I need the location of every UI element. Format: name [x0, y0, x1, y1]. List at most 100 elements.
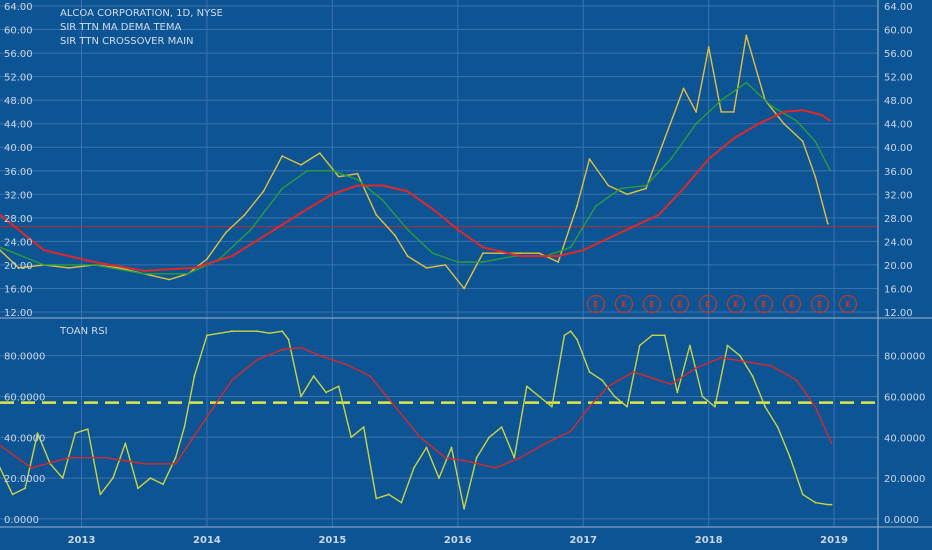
price-line-point [425, 266, 428, 269]
rsi-line-point [206, 334, 208, 337]
rsi-line-point [375, 497, 378, 500]
fast-ma-line-point [594, 205, 597, 207]
price-line-point [519, 252, 522, 255]
price-tick-label-left: 44.00 [4, 120, 33, 131]
price-line-point [720, 111, 723, 113]
x-tick-label: 2019 [820, 535, 848, 546]
rsi-ma-line-point [143, 462, 146, 465]
price-line-point [826, 222, 829, 225]
rsi-ma-line-point [519, 456, 522, 459]
rsi-line-point [387, 493, 390, 496]
rsi-title: TOAN RSI [59, 326, 108, 337]
slow-ma-line-point [801, 109, 804, 112]
fast-ma-line-point [431, 252, 434, 255]
rsi-line-point [475, 456, 478, 459]
price-tick-label-right: 60.00 [884, 26, 913, 37]
rsi-line-point [425, 446, 428, 449]
earnings-marker [642, 294, 662, 314]
slow-ma-line-point [482, 246, 484, 249]
rsi-tick-label-right: 0.0000 [884, 515, 919, 526]
price-line-point [707, 46, 710, 49]
rsi-line-point [814, 501, 817, 504]
rsi-ma-line-point [281, 348, 284, 351]
rsi-line-point [162, 483, 164, 486]
rsi-ma-line-point [830, 442, 833, 445]
price-tick-label-right: 56.00 [884, 49, 913, 60]
rsi-line-point [36, 432, 39, 435]
fast-ma-line-point [695, 122, 698, 125]
fast-ma-line-point [187, 272, 190, 275]
slow-ma-line-point [231, 255, 233, 257]
rsi-ma-line-point [770, 364, 773, 367]
fast-ma-line-point [143, 272, 146, 275]
price-line-point [68, 266, 70, 269]
rsi-line-point [550, 405, 553, 408]
price-line-point [463, 287, 465, 290]
rsi-ma-line-point [670, 383, 672, 386]
price-line-point [444, 264, 447, 266]
rsi-line-point [300, 395, 302, 398]
price-line-point [0, 249, 1, 252]
rsi-line-point [61, 477, 64, 479]
earnings-marker [586, 294, 606, 314]
rsi-ma-line-point [344, 362, 346, 365]
price-line-point [300, 163, 302, 166]
earnings-marker-label: E [845, 300, 850, 309]
rsi-line-point [86, 428, 89, 431]
slow-ma-line-point [557, 255, 560, 257]
rsi-ma-line-point [300, 346, 302, 349]
slow-ma-line-point [632, 225, 635, 228]
fast-ma-line-point [770, 105, 773, 107]
price-tick-label-left: 52.00 [4, 73, 33, 84]
slow-ma-line-point [657, 214, 660, 216]
rsi-tick-label-right: 60.0000 [884, 392, 925, 403]
rsi-line-point [256, 330, 259, 333]
rsi-line-point [124, 442, 127, 445]
rsi-line-point [676, 391, 679, 394]
rsi-line-point [601, 379, 603, 382]
slow-ma-line-point [43, 249, 45, 252]
fast-ma-line-point [381, 199, 384, 202]
slow-ma-line-point [331, 193, 334, 196]
rsi-line-point [174, 456, 177, 459]
rsi-tick-label-left: 40.0000 [4, 433, 45, 444]
price-tick-label-left: 60.00 [4, 26, 33, 37]
slow-ma-line-point [732, 137, 735, 140]
fast-ma-line-point [356, 178, 359, 181]
rsi-line-point [830, 503, 833, 506]
rsi-line-point [11, 493, 14, 496]
rsi-line-point [137, 487, 139, 490]
slow-ma-line-point [707, 158, 710, 160]
price-line-point [783, 122, 785, 125]
earnings-marker [670, 294, 690, 314]
price-tick-label-right: 36.00 [884, 167, 913, 178]
price-panel [0, 34, 878, 290]
price-line-point [645, 187, 647, 190]
slow-ma-line-point [519, 255, 522, 257]
fast-ma-line-point [43, 264, 45, 266]
rsi-line-point [400, 501, 403, 504]
price-line-point [557, 261, 560, 263]
price-tick-label-right: 48.00 [884, 96, 913, 107]
rsi-line-point [450, 446, 453, 449]
rsi-line-point [231, 330, 233, 333]
rsi-line-point [789, 456, 792, 459]
slow-ma-line-point [783, 111, 785, 113]
rsi-ma-line-point [651, 377, 654, 380]
price-tick-label-right: 52.00 [884, 73, 913, 84]
rsi-ma-line-point [814, 405, 817, 408]
price-line-point [576, 205, 578, 207]
rsi-line-point [638, 344, 641, 347]
price-line-point [337, 175, 340, 178]
price-line-point [17, 266, 20, 269]
price-tick-label-left: 20.00 [4, 261, 33, 272]
earnings-marker [754, 294, 774, 314]
rsi-line-point [751, 375, 754, 377]
fast-ma-line-point [406, 228, 409, 231]
rsi-ma-line-point [68, 456, 70, 459]
price-line-point [406, 255, 409, 257]
slow-ma-line-point [268, 231, 271, 234]
rsi-ma-line-point [607, 385, 610, 388]
